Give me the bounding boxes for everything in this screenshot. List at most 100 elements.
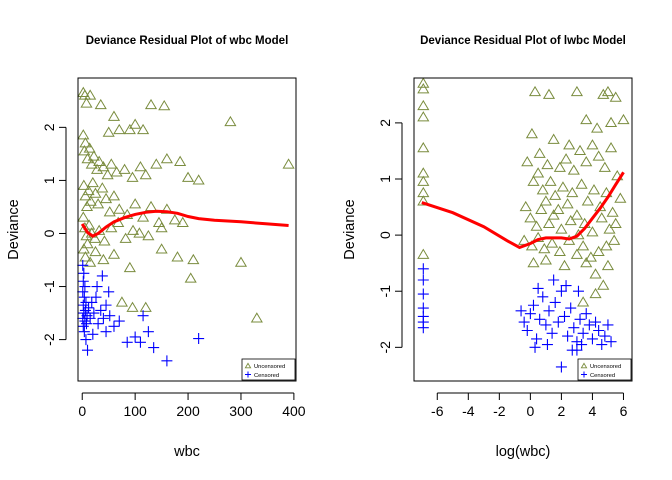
uncensored-point (123, 123, 136, 135)
uncensored-point (614, 192, 627, 203)
x-tick-label: 400 (282, 403, 306, 419)
uncensored-point (107, 190, 121, 201)
uncensored-point (110, 166, 123, 177)
uncensored-point (417, 248, 430, 259)
censored-point (546, 327, 558, 339)
uncensored-point (532, 231, 545, 243)
panel-wbc: Deviance Residual Plot of wbc Model 0 100… (6, 35, 306, 460)
uncensored-point (581, 195, 594, 206)
censored-point (524, 308, 536, 320)
uncensored-point (150, 158, 163, 169)
uncensored-point (589, 287, 602, 299)
uncensored-point (158, 99, 171, 111)
uncensored-point (566, 186, 579, 198)
uncensored-point (77, 211, 90, 222)
panel-2-title: Deviance Residual Plot of lwbc Model (420, 35, 626, 47)
x-tick-label: 6 (620, 403, 628, 419)
uncensored-point (587, 184, 601, 195)
uncensored-point (595, 212, 608, 223)
panel-1-legend: Uncensored Censored (241, 358, 296, 381)
censored-point (566, 344, 578, 356)
uncensored-point (561, 198, 574, 209)
uncensored-point (126, 301, 139, 312)
uncensored-point (171, 251, 184, 262)
uncensored-point (92, 198, 105, 209)
uncensored-point (544, 175, 557, 186)
uncensored-point (536, 184, 549, 195)
uncensored-point (530, 220, 543, 231)
uncensored-point (570, 85, 583, 97)
censored-point (552, 316, 564, 328)
panel-2-plot-frame (413, 77, 633, 382)
panel-2-x-axis: -6 -4 -2 0 2 4 6 (431, 392, 628, 419)
panel-1-legend-box (241, 358, 296, 381)
censored-point (529, 341, 541, 353)
censored-point (134, 336, 146, 348)
panel-1-x-axis: 0 100 200 300 400 (78, 392, 306, 419)
uncensored-point (98, 235, 111, 246)
censored-point (77, 259, 89, 271)
censored-point (593, 325, 605, 336)
uncensored-point (83, 219, 96, 230)
uncensored-point (123, 261, 136, 273)
uncensored-point (118, 163, 131, 174)
uncensored-point (174, 155, 187, 166)
uncensored-point (570, 209, 583, 220)
uncensored-point (592, 150, 605, 161)
censored-point (78, 291, 90, 303)
censored-point (537, 291, 549, 303)
uncensored-point (97, 253, 110, 265)
panel-2-legend-triangle-icon (580, 362, 588, 369)
uncensored-point (155, 243, 168, 254)
uncensored-point (617, 113, 630, 125)
panel-2-legend-box (577, 358, 632, 381)
panel-2-legend: Uncensored Censored (577, 358, 632, 381)
censored-point (568, 322, 580, 334)
censored-point (77, 286, 89, 298)
uncensored-point (93, 155, 106, 166)
uncensored-point (556, 181, 570, 192)
censored-point (80, 334, 92, 346)
censored-point (77, 275, 89, 287)
panel-1-y-axis: -2 -1 0 1 2 (41, 123, 67, 346)
panel-1-x-label: wbc (173, 444, 200, 460)
censored-point (572, 285, 584, 297)
uncensored-point (601, 85, 615, 97)
x-tick-label: 4 (589, 403, 597, 419)
censored-point (586, 333, 598, 345)
censored-point (148, 342, 160, 354)
uncensored-point (609, 217, 622, 228)
censored-point (540, 319, 552, 331)
censored-point (541, 339, 553, 351)
uncensored-point (192, 174, 205, 185)
censored-point (527, 299, 539, 311)
censored-point (518, 316, 530, 328)
uncensored-point (586, 139, 599, 150)
uncensored-point (224, 115, 237, 127)
uncensored-point (527, 256, 540, 268)
x-tick-label: 2 (558, 403, 566, 419)
uncensored-point (417, 195, 430, 206)
panel-1-y-label: Deviance (6, 199, 22, 259)
uncensored-point (539, 254, 552, 265)
uncensored-point (126, 224, 140, 235)
uncensored-point (129, 118, 142, 129)
censored-point (417, 322, 429, 334)
uncensored-point (527, 175, 540, 186)
uncensored-point (102, 126, 115, 137)
y-tick-label: 1 (377, 175, 393, 183)
uncensored-point (532, 167, 545, 178)
censored-point (100, 299, 112, 311)
uncensored-point (81, 237, 94, 249)
x-tick-label: 0 (526, 403, 534, 419)
uncensored-point (552, 203, 565, 214)
uncensored-point (580, 155, 593, 167)
uncensored-point (553, 161, 566, 172)
uncensored-point (591, 122, 604, 133)
uncensored-point (282, 158, 295, 169)
uncensored-point (549, 189, 562, 200)
uncensored-point (99, 192, 113, 204)
uncensored-point (107, 110, 121, 121)
y-tick-label: -1 (41, 280, 57, 293)
uncensored-point (570, 248, 583, 259)
